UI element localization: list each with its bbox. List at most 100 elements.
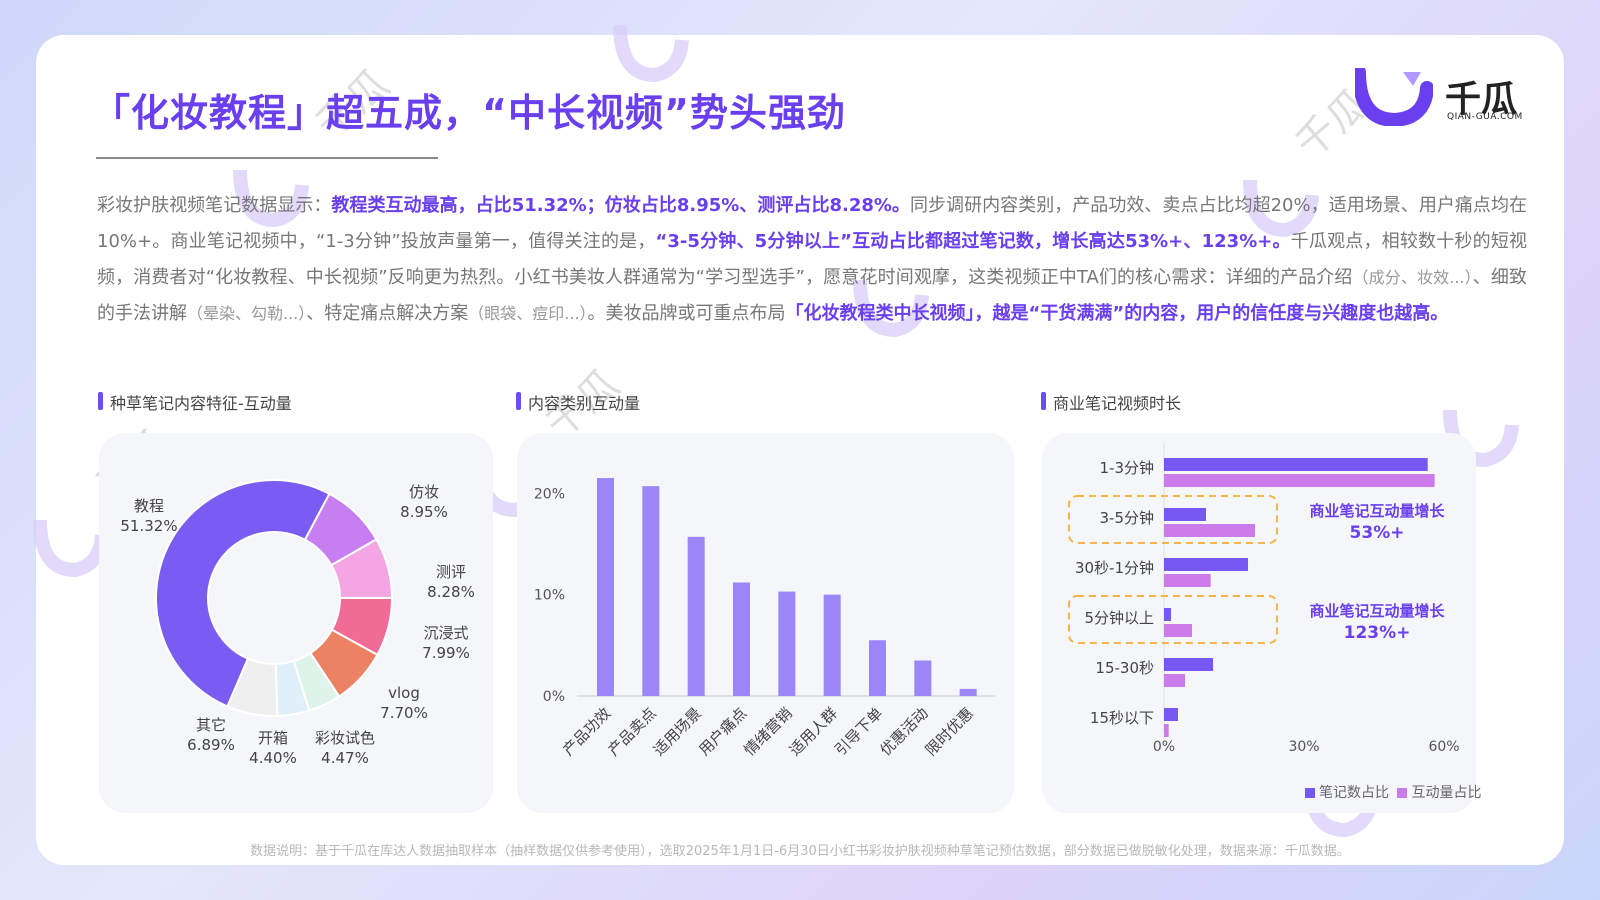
y-tick-label: 10% xyxy=(534,588,565,604)
x-tick-label: 30% xyxy=(1288,739,1319,755)
bar-engagement xyxy=(1164,474,1435,487)
section-title-content-features: 种草笔记内容特征-互动量 xyxy=(98,390,292,414)
brand-logo: 千瓜 QIAN-GUA.COM xyxy=(1355,68,1555,128)
legend-swatch-notes xyxy=(1305,788,1315,798)
donut-label: 开箱 xyxy=(258,729,288,747)
y-tick-label: 15-30秒 xyxy=(1095,659,1154,677)
y-tick-label: 1-3分钟 xyxy=(1100,459,1155,477)
chart-legend: 笔记数占比 互动量占比 xyxy=(1305,782,1481,802)
legend-swatch-engagement xyxy=(1397,788,1408,798)
bar xyxy=(642,486,660,696)
paragraph-highlight: 「化妆教程类中长视频」，越是“干货满满”的内容，用户的信任度与兴趣度也越高。 xyxy=(785,303,1449,324)
donut-chart-panel: 教程 51.32% 仿妆 8.95% 测评 8.28% 沉浸式 7.99% vlog 7.70% 彩… xyxy=(99,433,493,813)
bar xyxy=(687,536,705,696)
bar-engagement xyxy=(1164,624,1192,637)
x-tick-label: 0% xyxy=(1153,739,1175,755)
donut-chart: 教程 51.32% 仿妆 8.95% 测评 8.28% 沉浸式 7.99% vlog 7.70% 彩… xyxy=(120,479,475,767)
bar-engagement xyxy=(1164,574,1211,587)
x-tick-label: 引导下单 xyxy=(831,704,886,759)
bar-engagement xyxy=(1164,524,1255,537)
paragraph-aside: （眼袋、痘印...） xyxy=(468,304,588,323)
x-tick-label: 限时优惠 xyxy=(922,704,977,759)
callout-value: 123%+ xyxy=(1344,623,1411,643)
donut-value-label: 8.95% xyxy=(400,503,448,521)
bar-chart-panel: 0% 10% 20% 产品功效 产品卖点 适用场景 用户痛点 情绪营销 适用人群 引导下单 优惠活动… xyxy=(517,433,1014,813)
donut-value-label: 51.32% xyxy=(120,517,177,535)
paragraph-text: 。美妆品牌或可重点布局 xyxy=(587,303,786,324)
data-footnote: 数据说明：基于千瓜在库达人数据抽取样本（抽样数据仅供参考使用），选取2025年1… xyxy=(250,844,1350,859)
donut-label: 仿妆 xyxy=(409,483,439,501)
bar xyxy=(869,640,886,696)
title-underline xyxy=(96,157,438,159)
donut-value-label: 4.40% xyxy=(249,749,297,767)
x-tick-label: 情绪营销 xyxy=(740,704,795,759)
bar-notes xyxy=(1164,658,1213,671)
x-tick-label: 产品功效 xyxy=(559,704,614,759)
x-tick-label: 60% xyxy=(1428,739,1459,755)
bar xyxy=(914,660,932,696)
bar-engagement xyxy=(1164,724,1169,737)
donut-value-label: 7.70% xyxy=(380,704,428,722)
donut-value-label: 4.47% xyxy=(321,749,369,767)
bar-notes xyxy=(1164,508,1206,521)
donut-value-label: 7.99% xyxy=(422,644,470,662)
bar xyxy=(597,478,614,696)
duration-bar-chart: 1-3分钟 3-5分钟 30秒-1分钟 5分钟以上 15-30秒 15秒以下 0% 30% 60… xyxy=(1068,443,1460,755)
y-tick-label: 20% xyxy=(534,486,565,502)
paragraph-text: 、特定痛点解决方案 xyxy=(306,303,469,324)
bar xyxy=(823,594,841,696)
y-tick-label: 0% xyxy=(543,689,565,705)
donut-label: vlog xyxy=(388,684,420,702)
legend-label-engagement: 互动量占比 xyxy=(1411,785,1482,801)
callout-value: 53%+ xyxy=(1350,523,1405,543)
bar-notes xyxy=(1164,558,1248,571)
paragraph-text: 、细致的手法讲解 xyxy=(97,267,1527,324)
bar xyxy=(778,591,796,696)
bar xyxy=(959,688,977,696)
x-tick-label: 适用场景 xyxy=(650,704,705,759)
brand-url: QIAN-GUA.COM xyxy=(1447,112,1523,122)
y-tick-label: 30秒-1分钟 xyxy=(1075,559,1154,577)
callout-label: 商业笔记互动量增长 xyxy=(1309,502,1445,520)
y-tick-label: 3-5分钟 xyxy=(1100,509,1155,527)
category-bar-chart: 0% 10% 20% 产品功效产品卖点适用场景用户痛点情绪营销适用人群引导下单优惠活动… xyxy=(534,478,995,759)
summary-paragraph: 彩妆护肤视频笔记数据显示：教程类互动最高，占比51.32%；仿妆占比8.95%、… xyxy=(97,188,1527,332)
donut-slice-0 xyxy=(155,479,331,708)
paragraph-highlight: 教程类互动最高，占比51.32%；仿妆占比8.95%、测评占比8.28%。 xyxy=(331,195,910,216)
paragraph-aside: （成分、妆效...） xyxy=(1352,268,1473,287)
section-title-content-category: 内容类别互动量 xyxy=(516,390,640,414)
donut-slice-7 xyxy=(226,657,279,717)
x-tick-label: 优惠活动 xyxy=(876,704,931,759)
callout-label: 商业笔记互动量增长 xyxy=(1309,602,1445,620)
paragraph-text: 同步调研内容类别，产品功效、卖点占比均超20%，适用场景、用户痛点均在10%+。… xyxy=(97,195,1527,252)
donut-label: 其它 xyxy=(196,716,226,734)
donut-value-label: 6.89% xyxy=(187,736,235,754)
y-tick-label: 15秒以下 xyxy=(1090,709,1154,727)
donut-label: 教程 xyxy=(134,497,164,515)
bar-notes xyxy=(1164,458,1428,471)
donut-label: 沉浸式 xyxy=(423,624,468,642)
bar-engagement xyxy=(1164,674,1185,687)
donut-value-label: 8.28% xyxy=(427,583,475,601)
paragraph-text: 千瓜观点，相较数十秒的短视频，消费者对“化妆教程、中长视频”反响更为热烈。小红书… xyxy=(97,231,1528,288)
section-title-video-duration: 商业笔记视频时长 xyxy=(1041,390,1181,414)
donut-label: 测评 xyxy=(436,563,466,581)
bar-notes xyxy=(1164,608,1171,621)
hbar-chart-panel: 1-3分钟 3-5分钟 30秒-1分钟 5分钟以上 15-30秒 15秒以下 0% 30% 60… xyxy=(1042,433,1476,813)
paragraph-highlight: “3-5分钟、5分钟以上”互动占比都超过笔记数，增长高达53%+、123%+。 xyxy=(655,231,1291,252)
callout-box xyxy=(1068,495,1278,544)
y-tick-label: 5分钟以上 xyxy=(1084,609,1154,627)
page-title: 「化妆教程」超五成，“中长视频”势头强劲 xyxy=(92,91,846,135)
bar xyxy=(733,582,750,696)
x-tick-label: 产品卖点 xyxy=(604,704,659,759)
brand-logo-icon xyxy=(1355,68,1433,126)
x-tick-label: 适用人群 xyxy=(786,704,841,759)
paragraph-text: 彩妆护肤视频笔记数据显示： xyxy=(97,195,332,216)
paragraph-aside: （晕染、勾勒...） xyxy=(187,304,307,323)
donut-label: 彩妆试色 xyxy=(315,729,375,747)
bar-notes xyxy=(1164,708,1178,721)
x-tick-label: 用户痛点 xyxy=(695,704,750,759)
legend-label-notes: 笔记数占比 xyxy=(1319,785,1389,801)
brand-name: 千瓜 xyxy=(1445,79,1518,120)
callout-box xyxy=(1068,595,1278,644)
